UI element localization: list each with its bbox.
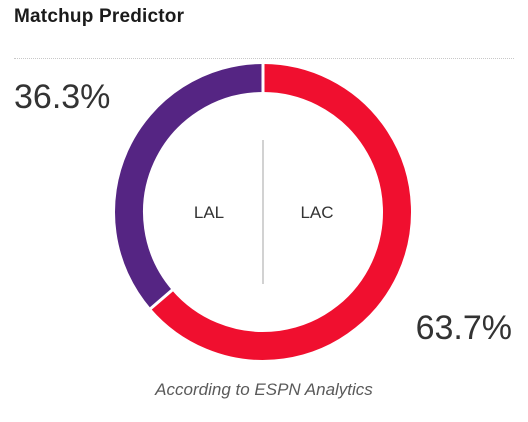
donut-slice-lac: [150, 64, 411, 360]
widget-title: Matchup Predictor: [14, 6, 185, 27]
center-label-lac: LAC: [300, 203, 333, 222]
donut-slice-lal: [115, 64, 264, 309]
title-divider: [14, 58, 514, 59]
away-team-probability: 36.3%: [14, 78, 111, 116]
center-label-lal: LAL: [194, 203, 224, 222]
source-footnote: According to ESPN Analytics: [155, 380, 373, 399]
donut-slices: [115, 63, 411, 360]
slice-separator: [149, 288, 174, 311]
home-team-probability: 63.7%: [415, 309, 512, 347]
